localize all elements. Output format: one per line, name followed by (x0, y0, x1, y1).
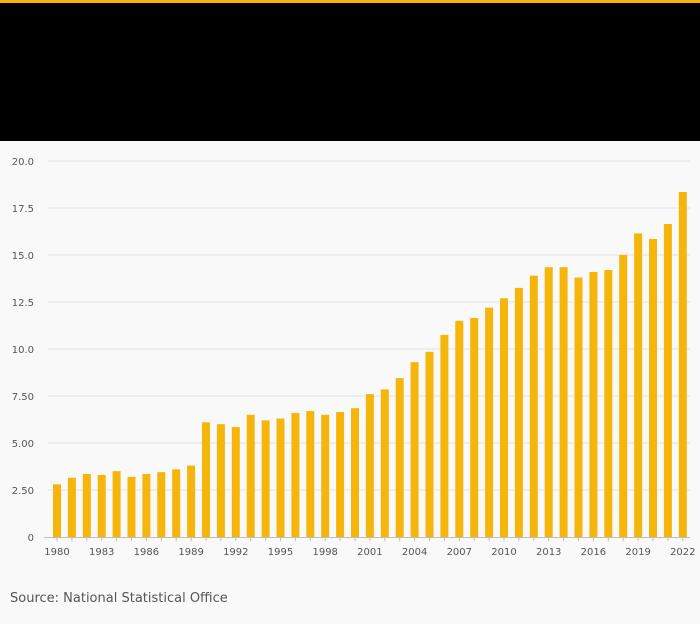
bar (440, 334, 449, 537)
bars (53, 192, 687, 537)
bar (261, 420, 270, 537)
bar (142, 474, 151, 537)
bar (559, 267, 568, 537)
y-tick-label: 12.5 (12, 298, 34, 309)
chart-area: 0 2.50 5.00 7.50 10.0 12.5 15.0 17.5 20.0 1980 198… (0, 141, 700, 581)
bar (634, 233, 643, 537)
bar (500, 298, 508, 537)
bar (216, 424, 225, 537)
x-tick-label: 1986 (134, 547, 159, 558)
y-tick-label: 20.0 (12, 157, 34, 168)
axes: 0 2.50 5.00 7.50 10.0 12.5 15.0 17.5 20.0 1980 198… (12, 157, 696, 558)
bar (514, 287, 523, 537)
bar-chart: 0 2.50 5.00 7.50 10.0 12.5 15.0 17.5 20.0 1980 198… (12, 157, 696, 558)
x-tick-label: 2019 (625, 547, 650, 558)
x-tick-label: 2004 (402, 547, 427, 558)
bar (485, 307, 494, 537)
bar (336, 411, 345, 537)
bar (574, 277, 583, 537)
bar (97, 474, 106, 537)
bar (172, 469, 181, 537)
bar (678, 192, 687, 537)
y-tick-label: 2.50 (12, 486, 34, 497)
x-tick-label: 1983 (89, 547, 114, 558)
y-tick-label: 17.5 (12, 204, 34, 215)
bar (649, 239, 657, 537)
bar (127, 476, 136, 537)
x-tick-label: 2001 (357, 547, 382, 558)
bar (67, 477, 76, 537)
bar (395, 378, 404, 537)
bar (291, 412, 300, 537)
bar (529, 275, 538, 537)
bar (351, 408, 359, 537)
bar (187, 465, 196, 537)
y-tick-label: 5.00 (12, 439, 34, 450)
bar (455, 320, 464, 537)
x-tick-label: 1998 (312, 547, 337, 558)
bar (82, 474, 91, 537)
x-tick-label: 1995 (268, 547, 293, 558)
x-tick-label: 1989 (178, 547, 203, 558)
bar (619, 255, 628, 537)
bar (425, 351, 434, 537)
x-tick-label: 2016 (581, 547, 606, 558)
bar (306, 411, 315, 537)
bar (112, 471, 121, 537)
bar (202, 422, 210, 537)
bar (365, 394, 374, 537)
gridlines (48, 160, 690, 491)
bar (231, 427, 240, 537)
bar (410, 362, 419, 537)
bar (380, 389, 389, 537)
bar (157, 472, 166, 537)
y-tick-label: 10.0 (12, 345, 34, 356)
top-accent-stripe (0, 0, 700, 3)
bar (470, 317, 479, 537)
header-band (0, 3, 700, 141)
bar (604, 270, 613, 537)
x-tick-label: 2010 (491, 547, 516, 558)
x-tick-label: 1992 (223, 547, 248, 558)
x-tick-label: 2013 (536, 547, 561, 558)
x-tick-label: 1980 (44, 547, 69, 558)
bar (589, 271, 598, 537)
source-note: Source: National Statistical Office (10, 591, 228, 606)
bar (276, 418, 285, 537)
bar (663, 223, 672, 537)
bar (246, 414, 255, 537)
y-tick-label: 0 (28, 533, 34, 544)
bar (53, 484, 61, 537)
bar (321, 414, 330, 537)
x-tick-label: 2007 (447, 547, 472, 558)
bar (544, 267, 553, 537)
y-tick-label: 15.0 (12, 251, 34, 262)
y-tick-label: 7.50 (12, 392, 34, 403)
x-tick-label: 2022 (670, 547, 695, 558)
